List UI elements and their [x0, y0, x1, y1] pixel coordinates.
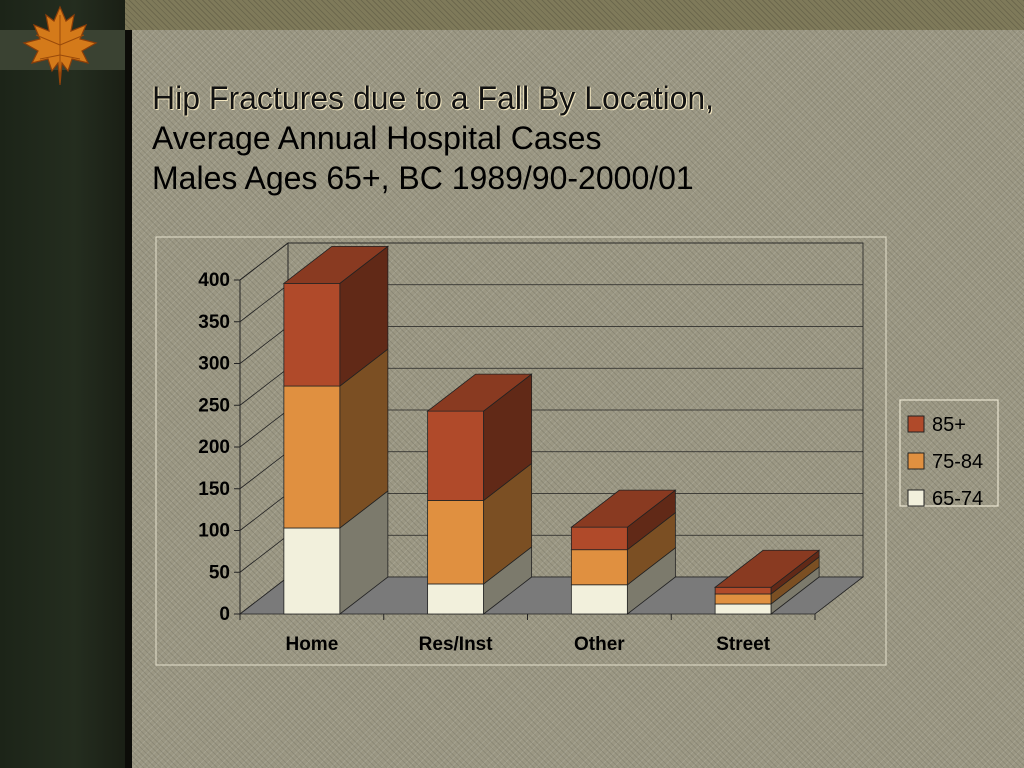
chart-legend: 85+ 75-84 65-74 — [899, 399, 999, 510]
y-tick-label: 400 — [198, 270, 230, 291]
y-tick-label: 350 — [198, 312, 230, 333]
bar-front — [570, 584, 628, 615]
x-tick-label: Other — [574, 634, 625, 655]
bar-front — [570, 549, 628, 586]
legend-swatch — [907, 489, 925, 507]
slide-title: Hip Fractures due to a Fall By Location,… — [152, 78, 1012, 198]
legend-label: 85+ — [932, 414, 966, 436]
bar-top — [426, 373, 533, 412]
slide-content-area — [132, 30, 1024, 768]
title-line-2: Average Annual Hospital Cases — [152, 120, 602, 156]
bar-front — [714, 593, 772, 605]
gridline — [239, 242, 863, 281]
x-tick-label: Home — [285, 634, 338, 655]
bar-segment — [283, 490, 389, 615]
top-decorative-band — [0, 0, 1024, 30]
legend-swatch — [907, 452, 925, 470]
chart-labels: 0 50 100 150 200 250 300 350 400 Home Res/Inst Othe… — [198, 270, 816, 655]
bar-top — [713, 549, 821, 588]
bar-front — [714, 586, 772, 595]
y-tick-label: 50 — [209, 562, 230, 583]
x-tick-label: Res/Inst — [419, 634, 494, 655]
bar-segment — [427, 462, 533, 585]
bar-segment — [713, 549, 821, 595]
bar-segment — [570, 511, 676, 586]
chart-bars — [282, 245, 821, 615]
bar-front — [427, 410, 485, 501]
y-tick-label: 150 — [198, 479, 230, 500]
title-line-1: Hip Fractures due to a Fall By Location, — [152, 80, 715, 116]
legend-box — [899, 399, 999, 507]
slide-divider — [125, 30, 132, 768]
bar-front — [427, 500, 485, 585]
bar-front — [570, 526, 628, 551]
bar-top — [282, 245, 390, 284]
y-tick-label: 200 — [198, 437, 230, 458]
title-line-3: Males Ages 65+, BC 1989/90-2000/01 — [152, 160, 694, 196]
chart-frame — [155, 236, 887, 666]
bar-front — [283, 282, 341, 387]
bar-segment — [283, 348, 389, 529]
legend-label: 75-84 — [932, 451, 983, 473]
bar-top — [570, 489, 677, 528]
y-tick-label: 250 — [198, 395, 230, 416]
left-decorative-band — [0, 0, 125, 768]
y-tick-label: 100 — [198, 521, 230, 542]
bar-segment — [427, 546, 533, 615]
maple-leaf-icon — [22, 5, 98, 86]
bar-segment — [570, 546, 676, 615]
bar-front — [283, 385, 341, 529]
bar-segment — [426, 373, 533, 502]
x-tick-label: Street — [716, 634, 771, 655]
legend-label: 65-74 — [932, 488, 983, 510]
y-tick-label: 0 — [219, 604, 230, 625]
bar-front — [714, 603, 772, 615]
legend-swatch — [907, 415, 925, 433]
y-tick-label: 300 — [198, 354, 230, 375]
bar-segment — [570, 489, 677, 551]
bar-segment — [282, 245, 390, 387]
bar-front — [427, 583, 485, 615]
bar-front — [283, 527, 341, 615]
